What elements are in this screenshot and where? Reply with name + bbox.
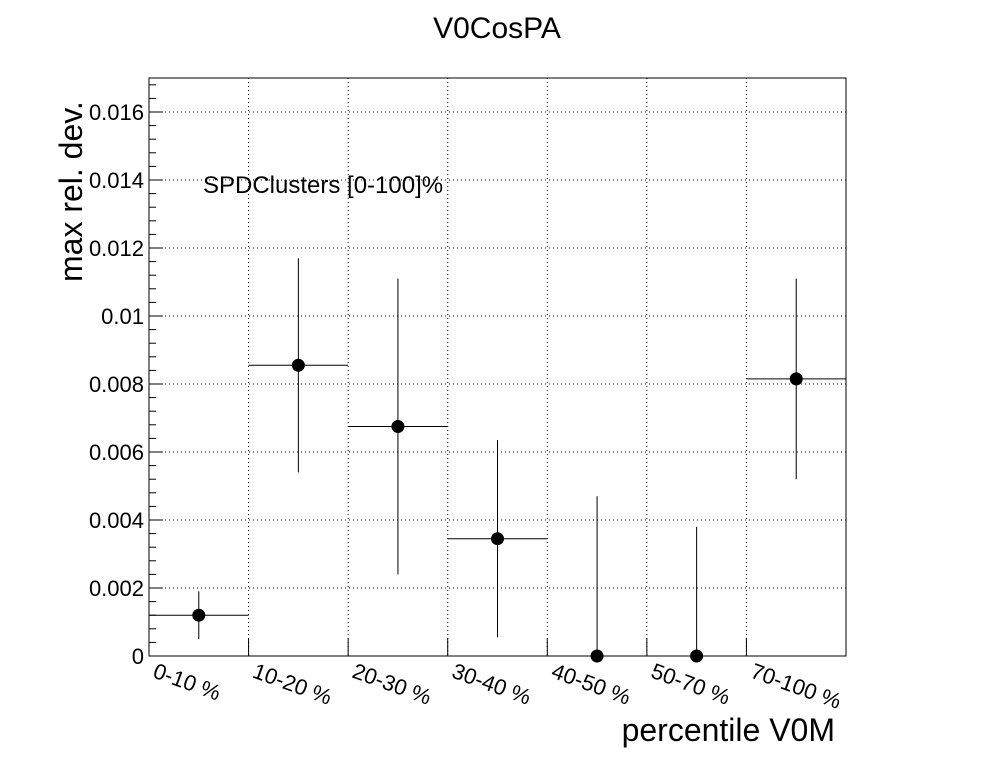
data-point bbox=[690, 649, 704, 663]
plot-frame bbox=[148, 77, 847, 657]
annotation-label: SPDClusters [0-100]% bbox=[203, 172, 443, 199]
y-tick-label: 0.01 bbox=[101, 304, 144, 329]
x-tick-label: 20-30 % bbox=[349, 658, 435, 710]
x-tick-label: 40-50 % bbox=[548, 658, 634, 710]
x-tick-label: 30-40 % bbox=[449, 658, 535, 710]
x-tick-label: 0-10 % bbox=[150, 658, 224, 705]
data-point bbox=[391, 420, 405, 433]
y-axis-title: max rel. dev. bbox=[53, 101, 89, 282]
data-point bbox=[491, 532, 504, 546]
data-point bbox=[789, 372, 803, 386]
data-points bbox=[149, 258, 846, 663]
x-tick-label: 10-20 % bbox=[250, 658, 336, 710]
x-tick-label: 50-70 % bbox=[648, 658, 734, 710]
x-axis: 0-10 % 10-20 % 20-30 % 30-40 % 40-50 % 50-70 … bbox=[150, 638, 845, 714]
x-tick-label: 70-100 % bbox=[748, 658, 845, 714]
y-tick-label: 0.012 bbox=[89, 236, 144, 261]
x-axis-title: percentile V0M bbox=[622, 712, 835, 748]
y-tick-label: 0.008 bbox=[89, 372, 144, 397]
chart-title: V0CosPA bbox=[433, 12, 561, 45]
data-point bbox=[590, 649, 604, 663]
y-tick-label: 0.006 bbox=[89, 440, 144, 465]
data-point bbox=[192, 608, 206, 622]
y-tick-label: 0.002 bbox=[89, 576, 144, 601]
y-tick-label: 0 bbox=[132, 644, 144, 669]
y-tick-label: 0.016 bbox=[89, 100, 144, 125]
y-tick-label: 0.004 bbox=[89, 508, 144, 533]
data-point bbox=[291, 358, 305, 372]
y-axis: 0 0.002 0.004 0.006 0.008 0.01 0.012 0.014 0.016 bbox=[89, 84, 163, 669]
y-tick-label: 0.014 bbox=[89, 168, 144, 193]
